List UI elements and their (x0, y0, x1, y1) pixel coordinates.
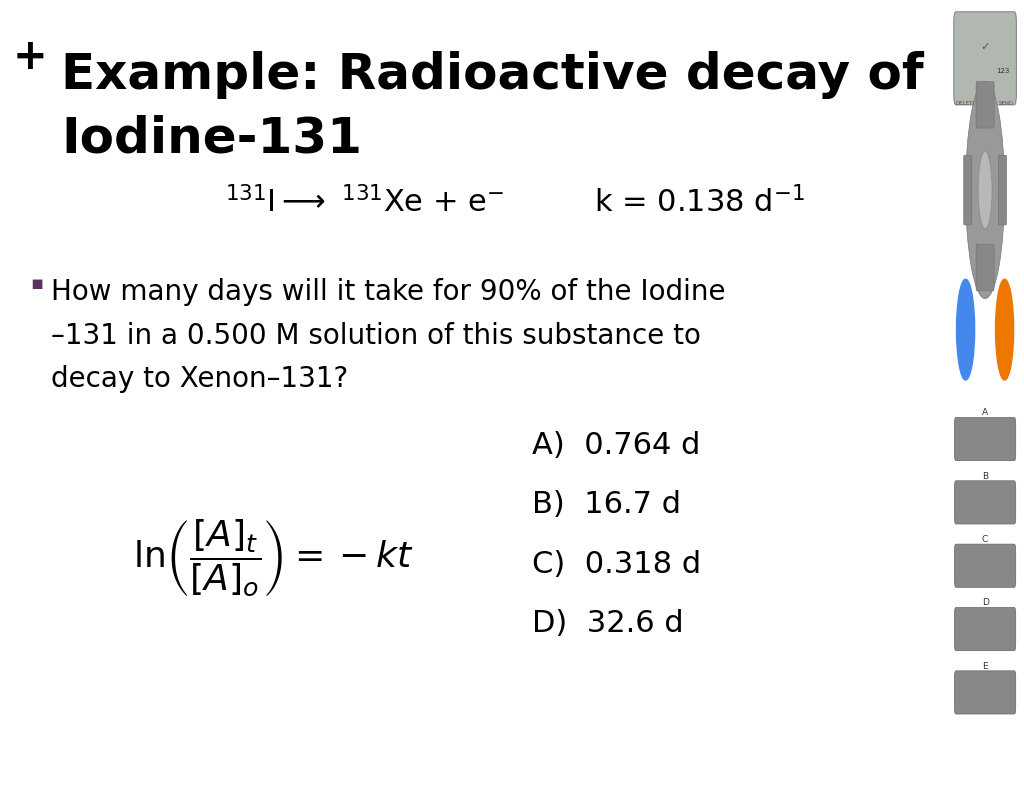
Circle shape (978, 151, 992, 229)
Text: A: A (982, 408, 988, 418)
Text: B)  16.7 d: B) 16.7 d (532, 490, 682, 520)
FancyBboxPatch shape (954, 418, 1016, 460)
Text: DELETE: DELETE (955, 101, 977, 106)
Text: $\mathregular{{}^{131}}$I$\mathregular{\longrightarrow}$ $\mathregular{{}^{131}}: $\mathregular{{}^{131}}$I$\mathregular{\… (225, 185, 505, 218)
Text: C)  0.318 d: C) 0.318 d (532, 550, 701, 579)
Circle shape (995, 279, 1014, 380)
Circle shape (966, 81, 1005, 298)
Text: +: + (12, 36, 47, 78)
FancyBboxPatch shape (954, 481, 1016, 524)
FancyBboxPatch shape (953, 12, 1017, 104)
Text: Example: Radioactive decay of: Example: Radioactive decay of (61, 51, 925, 100)
Text: A)  0.764 d: A) 0.764 d (532, 431, 700, 460)
Text: SEND: SEND (999, 101, 1015, 106)
Text: B: B (982, 471, 988, 481)
Text: C: C (982, 536, 988, 544)
FancyBboxPatch shape (964, 155, 972, 225)
Bar (946, 140, 950, 163)
Text: $\ln\!\left(\dfrac{[A]_{t}}{[A]_{o}}\right) = -kt$: $\ln\!\left(\dfrac{[A]_{t}}{[A]_{o}}\rig… (133, 517, 414, 598)
FancyBboxPatch shape (976, 81, 994, 128)
Text: D: D (982, 599, 988, 607)
Bar (946, 428, 950, 443)
Text: How many days will it take for 90% of the Iodine: How many days will it take for 90% of th… (51, 278, 726, 306)
Text: ✓: ✓ (980, 42, 990, 51)
Text: Iodine-131: Iodine-131 (61, 115, 362, 163)
FancyBboxPatch shape (998, 155, 1007, 225)
FancyBboxPatch shape (954, 671, 1016, 714)
Text: –131 in a 0.500 M solution of this substance to: –131 in a 0.500 M solution of this subst… (51, 322, 701, 350)
FancyBboxPatch shape (954, 607, 1016, 651)
FancyBboxPatch shape (954, 544, 1016, 588)
Text: k = 0.138 d$\mathregular{^{-1}}$: k = 0.138 d$\mathregular{^{-1}}$ (594, 185, 805, 218)
Text: E: E (982, 662, 988, 671)
Circle shape (956, 279, 975, 380)
Text: decay to Xenon–131?: decay to Xenon–131? (51, 365, 348, 393)
Text: ▪: ▪ (31, 274, 44, 293)
Text: D)  32.6 d: D) 32.6 d (532, 609, 684, 638)
FancyBboxPatch shape (976, 244, 994, 291)
Text: 123: 123 (996, 68, 1010, 74)
